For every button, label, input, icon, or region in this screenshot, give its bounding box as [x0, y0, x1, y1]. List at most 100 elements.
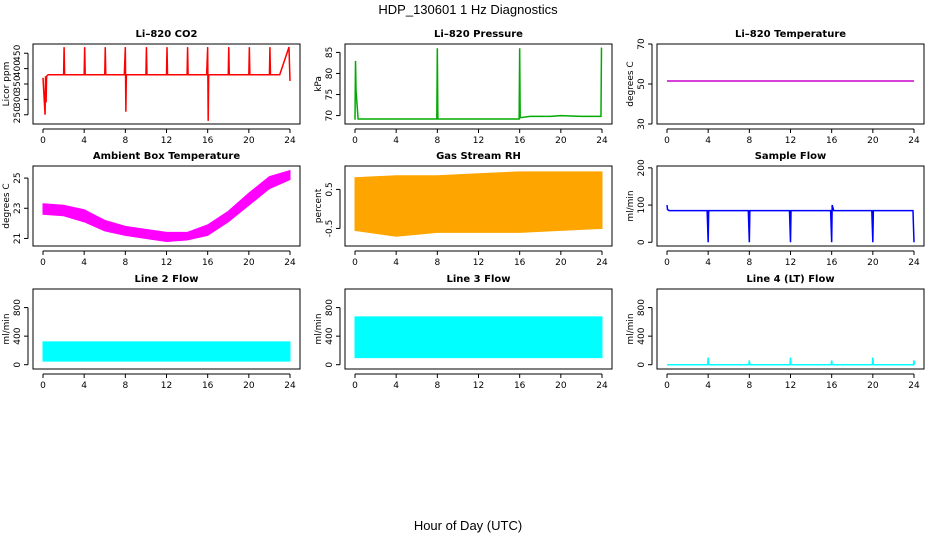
figure-title: HDP_130601 1 Hz Diagnostics: [378, 2, 558, 17]
rh-x-tick-label: 24: [596, 258, 608, 268]
co2-title: Li–820 CO2: [136, 29, 198, 40]
line3-x-tick-label: 16: [514, 381, 526, 391]
line3-x-tick-label: 20: [555, 381, 567, 391]
co2-series-line: [42, 46, 291, 121]
temperature-x-tick-label: 4: [705, 136, 711, 146]
line3-y-tick-label: 400: [325, 327, 335, 344]
line3-y-tick-label: 800: [325, 299, 335, 316]
sampleflow-y-tick-label: 200: [637, 159, 647, 176]
co2-x-tick-label: 16: [202, 136, 214, 146]
temperature-y-tick-label: 50: [637, 78, 647, 90]
line4-x-tick-label: 12: [785, 381, 796, 391]
ambient-title: Ambient Box Temperature: [93, 151, 240, 162]
ambient-x-tick-label: 8: [122, 258, 128, 268]
ambient-x-tick-label: 20: [243, 258, 255, 268]
pressure-series-line: [354, 47, 603, 120]
line2-y-tick-label: 0: [13, 362, 23, 368]
line2-series-band: [42, 341, 291, 362]
line3-x-tick-label: 8: [434, 381, 440, 391]
line2-x-tick-label: 16: [202, 381, 214, 391]
temperature-x-tick-label: 8: [746, 136, 752, 146]
ambient-x-tick-label: 4: [81, 258, 87, 268]
sampleflow-y-tick-label: 100: [637, 196, 647, 213]
rh-x-tick-label: 4: [393, 258, 399, 268]
co2-x-tick-label: 0: [40, 136, 46, 146]
line3-x-tick-label: 0: [352, 381, 358, 391]
pressure-title: Li–820 Pressure: [434, 29, 523, 40]
sampleflow-ylabel: ml/min: [626, 190, 636, 221]
sampleflow-x-tick-label: 20: [867, 258, 879, 268]
temperature-x-tick-label: 20: [867, 136, 879, 146]
line4-y-tick-label: 0: [637, 362, 647, 368]
co2-y-tick-label: 450: [13, 44, 23, 61]
line2-x-tick-label: 4: [81, 381, 87, 391]
line3-x-tick-label: 4: [393, 381, 399, 391]
co2-ylabel: Licor ppm: [2, 62, 12, 107]
sampleflow-x-tick-label: 0: [664, 258, 670, 268]
rh-x-tick-label: 12: [473, 258, 484, 268]
ambient-plot-frame: [32, 165, 301, 247]
rh-ylabel: percent: [314, 188, 324, 223]
ambient-y-tick-label: 21: [13, 233, 23, 244]
line2-x-tick-label: 12: [161, 381, 172, 391]
rh-x-tick-label: 8: [434, 258, 440, 268]
line4-x-tick-label: 20: [867, 381, 879, 391]
rh-series-band: [354, 171, 603, 237]
rh-x-tick-label: 16: [514, 258, 526, 268]
rh-plot-frame: [344, 165, 613, 247]
line4-x-tick-label: 0: [664, 381, 670, 391]
temperature-ylabel: degrees C: [626, 61, 636, 106]
rh-y-tick-label: 0.5: [325, 182, 335, 196]
ambient-x-tick-label: 12: [161, 258, 172, 268]
sampleflow-x-tick-label: 12: [785, 258, 796, 268]
co2-x-tick-label: 12: [161, 136, 172, 146]
line4-x-tick-label: 8: [746, 381, 752, 391]
co2-plot-frame: [32, 43, 301, 125]
figure-x-axis-title: Hour of Day (UTC): [413, 518, 523, 533]
pressure-y-tick-label: 85: [325, 47, 335, 58]
rh-x-tick-label: 20: [555, 258, 567, 268]
pressure-x-tick-label: 8: [434, 136, 440, 146]
line4-title: Line 4 (LT) Flow: [746, 274, 834, 285]
line2-title: Line 2 Flow: [135, 274, 199, 285]
temperature-x-tick-label: 24: [908, 136, 920, 146]
line4-series-line: [667, 357, 916, 366]
pressure-ylabel: kPa: [314, 76, 324, 92]
line2-x-tick-label: 0: [40, 381, 46, 391]
line4-x-tick-label: 24: [908, 381, 920, 391]
rh-x-tick-label: 0: [352, 258, 358, 268]
sampleflow-series-line: [666, 204, 915, 243]
pressure-x-tick-label: 12: [473, 136, 484, 146]
co2-x-tick-label: 4: [81, 136, 87, 146]
line3-plot-frame: [344, 288, 613, 370]
line3-y-tick-label: 0: [325, 362, 335, 368]
temperature-plot-frame: [656, 43, 925, 125]
co2-y-tick-label: 400: [13, 60, 23, 77]
sampleflow-x-tick-label: 16: [826, 258, 838, 268]
co2-y-tick-label: 250: [13, 106, 23, 123]
sampleflow-x-tick-label: 8: [746, 258, 752, 268]
ambient-x-tick-label: 0: [40, 258, 46, 268]
co2-x-tick-label: 20: [243, 136, 255, 146]
sampleflow-y-tick-label: 0: [637, 239, 647, 245]
line3-series-band: [354, 316, 603, 359]
ambient-x-tick-label: 24: [284, 258, 296, 268]
line2-ylabel: ml/min: [2, 313, 12, 344]
ambient-y-tick-label: 23: [13, 203, 23, 214]
line2-x-tick-label: 8: [122, 381, 128, 391]
pressure-x-tick-label: 20: [555, 136, 567, 146]
line2-y-tick-label: 400: [13, 327, 23, 344]
ambient-ylabel: degrees C: [2, 183, 12, 228]
sampleflow-plot-frame: [656, 165, 925, 247]
ambient-x-tick-label: 16: [202, 258, 214, 268]
sampleflow-x-tick-label: 24: [908, 258, 920, 268]
temperature-y-tick-label: 70: [637, 38, 647, 50]
co2-x-tick-label: 24: [284, 136, 296, 146]
pressure-x-tick-label: 16: [514, 136, 526, 146]
line2-plot-frame: [32, 288, 301, 370]
pressure-plot-frame: [344, 43, 613, 125]
temperature-y-tick-label: 30: [637, 118, 647, 130]
line2-x-tick-label: 24: [284, 381, 296, 391]
co2-x-tick-label: 8: [122, 136, 128, 146]
